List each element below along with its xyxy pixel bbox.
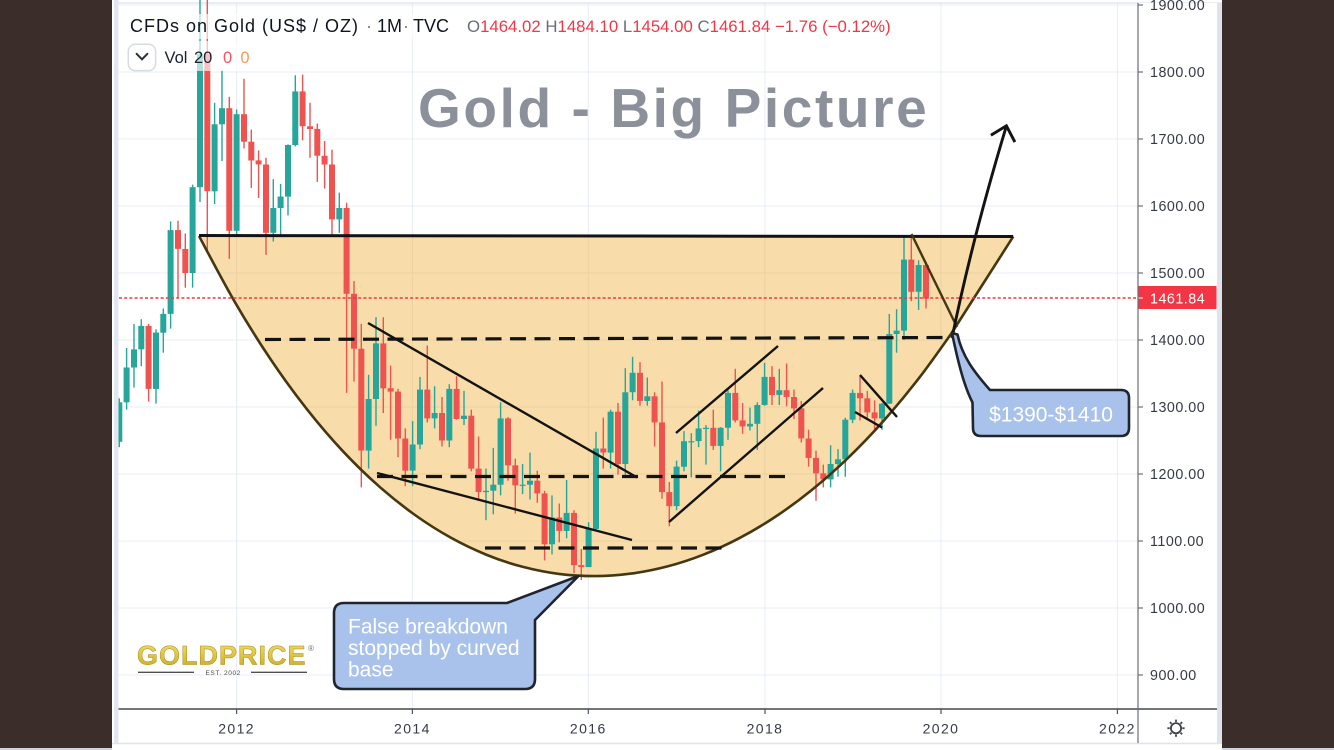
- svg-text:1M: 1M: [377, 16, 402, 36]
- svg-text:1800.00: 1800.00: [1150, 65, 1205, 81]
- svg-text:$1390-$1410: $1390-$1410: [989, 404, 1113, 427]
- svg-text:2020: 2020: [923, 721, 960, 737]
- svg-text:EST. 2002: EST. 2002: [206, 670, 241, 677]
- svg-text:1461.84: 1461.84: [1150, 292, 1205, 308]
- svg-text:1400.00: 1400.00: [1150, 333, 1205, 349]
- svg-text:1700.00: 1700.00: [1150, 132, 1205, 148]
- svg-text:20: 20: [194, 49, 212, 67]
- svg-text:2016: 2016: [570, 721, 607, 737]
- svg-text:®: ®: [308, 644, 314, 653]
- svg-text:GOLDPRICE: GOLDPRICE: [137, 641, 307, 671]
- svg-text:stopped by curved: stopped by curved: [348, 637, 520, 660]
- svg-text:1100.00: 1100.00: [1150, 534, 1204, 550]
- svg-text:1300.00: 1300.00: [1150, 400, 1205, 416]
- svg-text:1900.00: 1900.00: [1150, 0, 1205, 14]
- svg-text:Vol: Vol: [165, 49, 188, 67]
- svg-text:O1464.02 H1484.10 L1454.00 C14: O1464.02 H1484.10 L1454.00 C1461.84 −1.7…: [467, 17, 891, 36]
- svg-text:0: 0: [240, 49, 249, 67]
- svg-text:False breakdown: False breakdown: [348, 616, 508, 639]
- svg-text:·: ·: [366, 16, 372, 36]
- svg-text:base: base: [348, 659, 394, 682]
- svg-text:·: ·: [403, 16, 409, 36]
- svg-text:2014: 2014: [394, 721, 431, 737]
- svg-text:1000.00: 1000.00: [1150, 601, 1205, 617]
- svg-text:900.00: 900.00: [1150, 668, 1197, 684]
- svg-text:Gold - Big Picture: Gold - Big Picture: [418, 77, 929, 139]
- svg-text:1600.00: 1600.00: [1150, 199, 1205, 215]
- svg-text:2022: 2022: [1099, 721, 1136, 737]
- svg-text:TVC: TVC: [413, 16, 449, 36]
- svg-text:1500.00: 1500.00: [1150, 266, 1205, 282]
- svg-text:2012: 2012: [218, 721, 255, 737]
- svg-text:1200.00: 1200.00: [1150, 467, 1205, 483]
- svg-text:0: 0: [223, 49, 232, 67]
- svg-text:2018: 2018: [747, 721, 784, 737]
- svg-text:CFDs on Gold (US$ / OZ): CFDs on Gold (US$ / OZ): [130, 16, 359, 36]
